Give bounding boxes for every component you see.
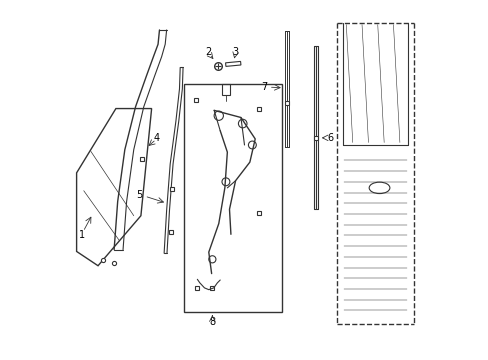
Text: 4: 4: [154, 133, 160, 143]
Text: 8: 8: [209, 317, 215, 327]
Text: 2: 2: [205, 47, 211, 57]
Text: 5: 5: [136, 190, 142, 200]
Text: 1: 1: [79, 230, 85, 240]
Text: 6: 6: [326, 133, 333, 143]
Bar: [183, 84, 282, 312]
Text: 7: 7: [261, 82, 267, 92]
Text: 3: 3: [232, 47, 238, 57]
